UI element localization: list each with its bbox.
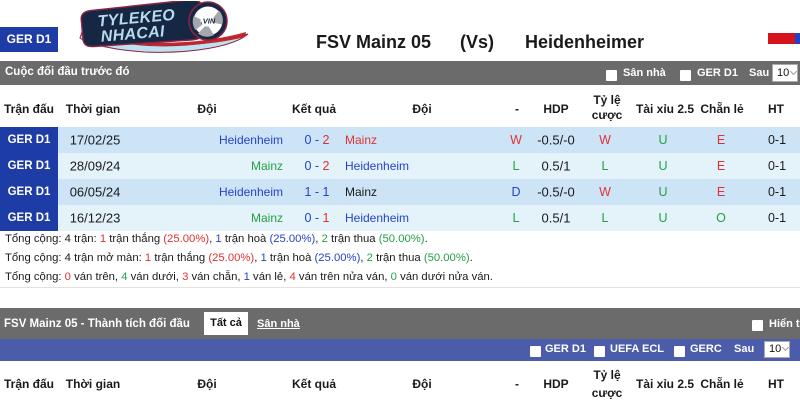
- svg-text:.VIN: .VIN: [201, 17, 216, 26]
- svg-text:TYLEKEO: TYLEKEO: [97, 7, 176, 31]
- svg-text:NHACAI: NHACAI: [100, 23, 166, 46]
